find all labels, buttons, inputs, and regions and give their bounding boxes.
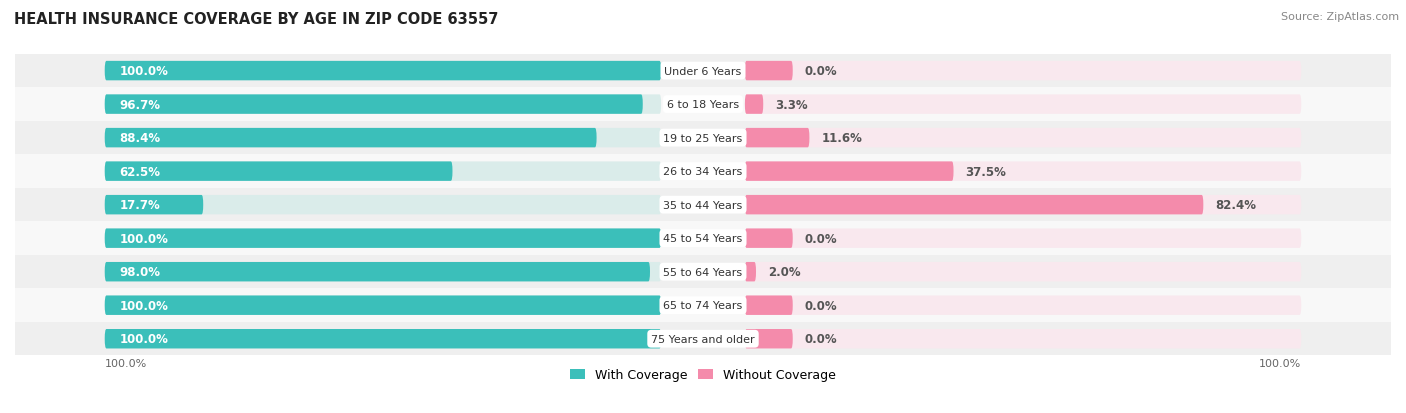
FancyBboxPatch shape [745,195,1204,215]
Text: 98.0%: 98.0% [120,266,160,278]
Bar [15,188,1391,222]
Bar [15,289,1391,322]
FancyBboxPatch shape [745,296,1302,315]
Text: 75 Years and older: 75 Years and older [651,334,755,344]
FancyBboxPatch shape [745,262,756,282]
Text: 45 to 54 Years: 45 to 54 Years [664,234,742,244]
FancyBboxPatch shape [745,162,953,181]
Text: 11.6%: 11.6% [821,132,862,145]
FancyBboxPatch shape [745,296,793,315]
FancyBboxPatch shape [104,229,661,248]
FancyBboxPatch shape [745,62,1302,81]
Text: 100.0%: 100.0% [120,65,169,78]
FancyBboxPatch shape [104,229,661,248]
FancyBboxPatch shape [104,95,661,114]
Legend: With Coverage, Without Coverage: With Coverage, Without Coverage [571,368,835,381]
FancyBboxPatch shape [104,296,661,315]
Text: 3.3%: 3.3% [775,98,808,112]
FancyBboxPatch shape [104,329,661,349]
Text: 17.7%: 17.7% [120,199,160,211]
Bar [15,222,1391,255]
FancyBboxPatch shape [745,62,793,81]
FancyBboxPatch shape [104,296,661,315]
Text: 26 to 34 Years: 26 to 34 Years [664,167,742,177]
Text: Under 6 Years: Under 6 Years [665,66,741,76]
FancyBboxPatch shape [104,162,453,181]
FancyBboxPatch shape [104,128,596,148]
Text: 100.0%: 100.0% [120,299,169,312]
Bar [15,322,1391,356]
Text: 62.5%: 62.5% [120,165,160,178]
FancyBboxPatch shape [104,62,661,81]
Text: HEALTH INSURANCE COVERAGE BY AGE IN ZIP CODE 63557: HEALTH INSURANCE COVERAGE BY AGE IN ZIP … [14,12,499,27]
FancyBboxPatch shape [745,162,1302,181]
FancyBboxPatch shape [745,262,1302,282]
Text: 82.4%: 82.4% [1215,199,1257,211]
FancyBboxPatch shape [745,329,1302,349]
Text: Source: ZipAtlas.com: Source: ZipAtlas.com [1281,12,1399,22]
FancyBboxPatch shape [104,195,661,215]
Bar [15,55,1391,88]
FancyBboxPatch shape [104,95,643,114]
FancyBboxPatch shape [104,329,661,349]
Text: 100.0%: 100.0% [120,332,169,345]
Bar [15,155,1391,188]
FancyBboxPatch shape [104,262,650,282]
Text: 6 to 18 Years: 6 to 18 Years [666,100,740,110]
Text: 0.0%: 0.0% [804,332,838,345]
Text: 2.0%: 2.0% [768,266,800,278]
Text: 55 to 64 Years: 55 to 64 Years [664,267,742,277]
FancyBboxPatch shape [104,128,661,148]
FancyBboxPatch shape [745,195,1302,215]
FancyBboxPatch shape [745,95,1302,114]
FancyBboxPatch shape [104,162,661,181]
Text: 0.0%: 0.0% [804,232,838,245]
FancyBboxPatch shape [104,195,204,215]
Bar [15,121,1391,155]
Text: 37.5%: 37.5% [966,165,1007,178]
Text: 0.0%: 0.0% [804,299,838,312]
Text: 35 to 44 Years: 35 to 44 Years [664,200,742,210]
Text: 88.4%: 88.4% [120,132,160,145]
Text: 65 to 74 Years: 65 to 74 Years [664,301,742,311]
Bar [15,88,1391,121]
Text: 100.0%: 100.0% [1258,358,1302,368]
FancyBboxPatch shape [104,262,661,282]
Bar [15,255,1391,289]
Text: 0.0%: 0.0% [804,65,838,78]
Text: 19 to 25 Years: 19 to 25 Years [664,133,742,143]
FancyBboxPatch shape [745,95,763,114]
FancyBboxPatch shape [745,128,1302,148]
Text: 100.0%: 100.0% [120,232,169,245]
Text: 96.7%: 96.7% [120,98,160,112]
FancyBboxPatch shape [745,229,1302,248]
FancyBboxPatch shape [745,329,793,349]
FancyBboxPatch shape [745,229,793,248]
Text: 100.0%: 100.0% [104,358,148,368]
FancyBboxPatch shape [104,62,661,81]
FancyBboxPatch shape [745,128,810,148]
